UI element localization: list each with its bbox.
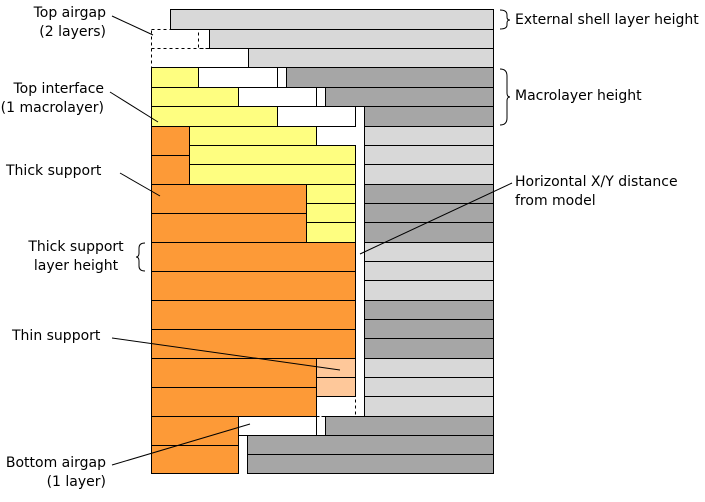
interface-layer [189, 164, 356, 185]
label-thin-support: Thin support [12, 328, 101, 344]
interface-layer [189, 126, 317, 146]
thick-support-layer [151, 184, 307, 214]
shell-layer [364, 145, 494, 165]
shell-layer [364, 203, 494, 223]
airgap-dashed-outline [198, 29, 210, 49]
leader-thin-support [111, 337, 341, 371]
airgap-dashed-outline [151, 29, 210, 49]
thick-support-layer [151, 155, 190, 185]
shell-layer [286, 67, 494, 88]
label-thick-support: Thick support [6, 163, 102, 179]
shell-layer [247, 454, 494, 474]
interface-layer [151, 106, 278, 127]
shell-layer [364, 280, 494, 301]
shell-layer [364, 300, 494, 320]
label-external-shell-layer-height: External shell layer height [515, 12, 699, 28]
shell-layer [364, 222, 494, 243]
airgap-layer [238, 87, 317, 107]
label-top-interface: Top interface (1 macrolayer) [0, 81, 104, 116]
brace-thick-support-layer-height [135, 242, 146, 272]
airgap-layer [238, 416, 317, 436]
airgap-dashed-outlines [151, 29, 356, 474]
shell-layer [364, 126, 494, 146]
label-bottom-airgap: Bottom airgap (1 layer) [5, 455, 106, 490]
airgap-dashed-outline [316, 416, 326, 436]
shell-layer [364, 242, 494, 262]
shell-layer [209, 29, 494, 49]
airgap-layer [277, 106, 356, 127]
airgap-layers [198, 67, 356, 436]
dimension-braces [135, 9, 511, 272]
thick-support-layer [151, 242, 356, 272]
shell-layer [364, 338, 494, 359]
shell-layer [248, 48, 494, 68]
interface-layer [306, 203, 356, 223]
thick-support-layer [151, 445, 239, 474]
brace-macrolayer-height [499, 68, 511, 126]
shell-layer [364, 106, 494, 127]
airgap-layer [198, 67, 278, 88]
support-layers [151, 67, 356, 474]
leader-bottom-airgap [111, 423, 251, 466]
thick-support-layer [151, 329, 356, 359]
shell-layer [325, 416, 494, 436]
label-thick-support-layer-height: Thick support layer height [28, 239, 124, 274]
thick-support-layer [151, 271, 356, 301]
shell-layer [325, 87, 494, 107]
leader-top-interface [109, 91, 159, 123]
interface-layer [151, 87, 239, 107]
shell-layer [170, 9, 494, 30]
brace-external-shell-layer-height [499, 9, 511, 30]
interface-layer [306, 222, 356, 243]
leader-top-airgap [111, 15, 154, 36]
shell-layer [364, 396, 494, 417]
thick-support-layer [151, 300, 356, 330]
shell-layer [364, 358, 494, 378]
thick-support-layer [151, 126, 190, 156]
shell-layer [247, 435, 494, 455]
airgap-dashed-outline [316, 87, 326, 107]
interface-layer [306, 184, 356, 204]
leader-horizontal-xy-distance [359, 182, 513, 255]
thin-support-layer [316, 377, 356, 397]
model-shell-layers [170, 9, 494, 474]
thick-support-layer [151, 387, 317, 417]
label-top-airgap: Top airgap (2 layers) [33, 5, 106, 40]
interface-layer [151, 67, 199, 88]
airgap-dashed-outline [316, 396, 356, 417]
interface-layer [189, 145, 356, 165]
shell-layer [364, 164, 494, 185]
shell-layer [364, 261, 494, 281]
leader-lines [109, 15, 513, 466]
thick-support-layer [151, 213, 307, 243]
shell-layer [364, 377, 494, 397]
label-horizontal-xy-distance: Horizontal X/Y distance from model [515, 174, 678, 209]
label-macrolayer-height: Macrolayer height [515, 88, 642, 104]
leader-thick-support [119, 172, 161, 197]
shell-layer [364, 319, 494, 339]
